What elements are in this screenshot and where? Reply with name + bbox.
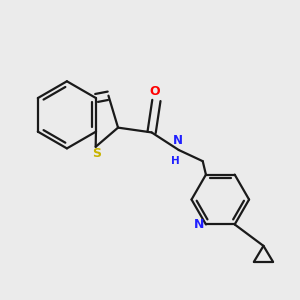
Text: N: N (173, 134, 183, 147)
Text: O: O (149, 85, 160, 98)
Text: N: N (194, 218, 204, 231)
Text: H: H (171, 156, 179, 167)
Text: S: S (92, 147, 101, 160)
